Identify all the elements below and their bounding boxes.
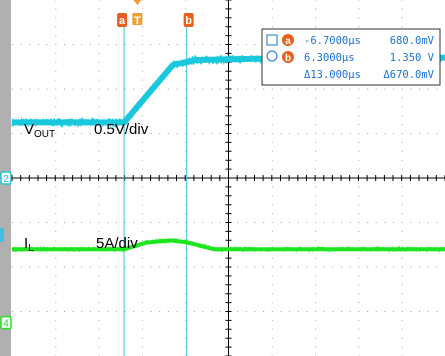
readout-b-badge-label: b [285,53,291,64]
ground-marker-label: 2 [3,174,9,185]
graticule [11,0,445,356]
ground-marker-label: 4 [3,319,9,330]
readout-delta-value: Δ670.0mV [383,69,434,81]
readout-a-badge-label: a [285,36,291,47]
readout-circle-icon [266,50,278,62]
cursor-b-marker-label: b [185,15,192,27]
channel-label-subscript: OUT [34,129,55,140]
channel-scale-il: 5A/div [96,235,138,252]
ground-marker-box [0,171,12,185]
ground-marker-box [0,315,12,330]
channel-offset-marker [0,228,4,242]
readout-b-value: 1.350 V [390,52,435,64]
readout-b-time: 6.3000µs [304,52,355,64]
cursor-a-marker-label: a [119,15,126,27]
trace-il [12,238,445,252]
axis-ticks [11,0,445,356]
readout-square-icon [266,34,278,46]
readout-a-value: 680.0mV [390,35,435,47]
channel-scale-vout: 0.5V/div [94,121,149,138]
readout-a-time: -6.7000µs [304,35,361,47]
ground-markers: 24 [0,171,12,330]
cursor-a-marker: a [117,13,128,27]
channel-label-subscript: L [28,243,34,254]
channel-label-main: V [24,121,34,138]
cursor-a-marker-box [117,13,128,27]
trigger-marker-arrow [133,0,142,5]
trigger-marker: T [132,0,143,27]
channel-label-il: IL [24,235,34,254]
channel-label-vout: VOUT [24,121,55,140]
channel-label-main: I [24,235,28,252]
trigger-marker-label: T [134,15,141,27]
cursor-b-marker-box [183,13,194,27]
readout-delta-time: Δ13.000µs [304,69,361,81]
ground-marker-vout: 2 [0,171,12,185]
cursor-lines [123,14,188,356]
readout-a-badge [282,34,294,46]
ground-marker-il: 4 [0,315,12,330]
cursor-b-marker: b [183,13,194,27]
readout-b-badge [282,51,294,63]
trigger-marker-box [132,13,143,25]
channel-labels: VOUT 0.5V/div IL 5A/div [24,121,149,254]
cursor-readout: ab -6.7000µs 680.0mV 6.3000µs 1.350 V Δ13.000… [261,28,441,86]
